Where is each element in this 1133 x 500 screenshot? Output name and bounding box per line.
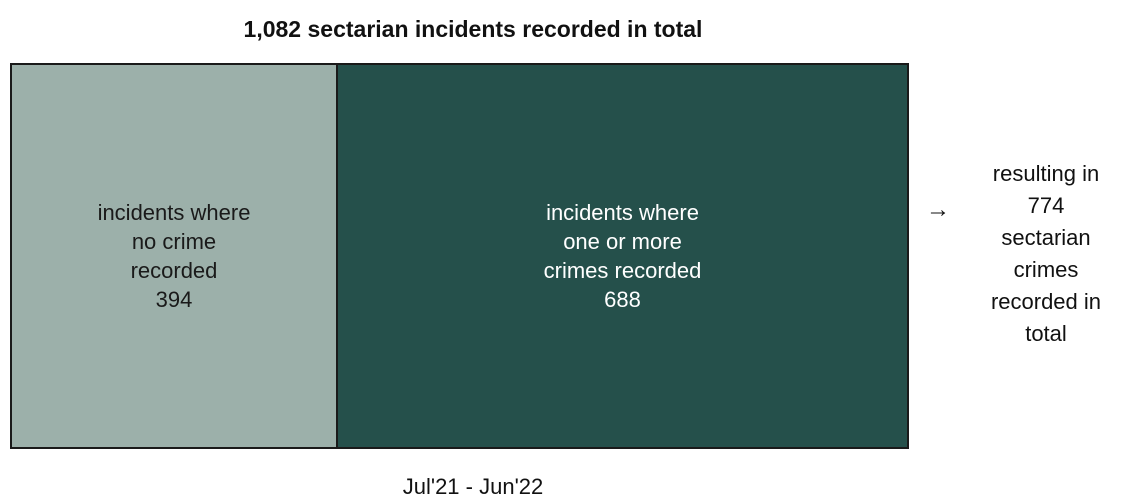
period-label: Jul'21 - Jun'22: [402, 474, 544, 499]
segment-no-crime: incidents where no crime recorded 394: [12, 65, 338, 447]
segment-crime-recorded: incidents where one or more crimes recor…: [338, 65, 907, 447]
segment-label-crime-recorded: incidents where one or more crimes recor…: [543, 200, 702, 283]
segment-value-no-crime: 394: [155, 287, 193, 312]
chart-title: 1,082 sectarian incidents recorded in to…: [243, 16, 703, 42]
stacked-bar: incidents where no crime recorded 394 in…: [10, 63, 909, 449]
segment-value-crime-recorded: 688: [604, 287, 641, 312]
right-arrow-icon: →: [926, 196, 950, 223]
segment-label-no-crime: incidents where no crime recorded: [97, 200, 251, 283]
result-annotation: resulting in 774 sectarian crimes record…: [990, 161, 1102, 346]
